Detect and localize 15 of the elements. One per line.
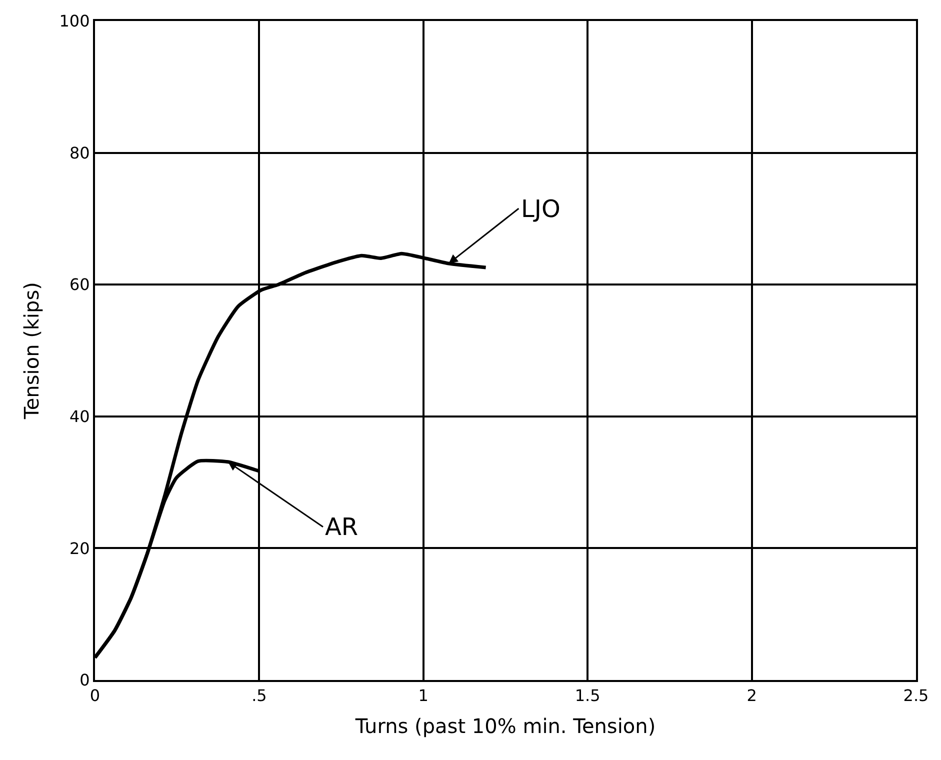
annotation: AR <box>325 513 358 541</box>
y-tick-label: 0 <box>80 670 90 690</box>
y-tick-label: 40 <box>69 407 90 426</box>
annotation: LJO <box>521 195 560 223</box>
x-tick-label: 2.5 <box>903 686 929 706</box>
x-tick-label: 1 <box>418 686 428 706</box>
y-axis-title: Tension (kips) <box>19 282 44 420</box>
x-axis-title: Turns (past 10% min. Tension) <box>354 714 656 738</box>
x-tick-label: 2 <box>746 686 757 706</box>
y-tick-label: 20 <box>69 538 90 558</box>
x-tick-label: 1.5 <box>574 686 600 706</box>
x-tick-label: .5 <box>252 686 267 706</box>
y-tick-label: 100 <box>59 12 90 31</box>
y-tick-label: 80 <box>69 143 90 162</box>
y-tick-label: 60 <box>69 275 90 294</box>
